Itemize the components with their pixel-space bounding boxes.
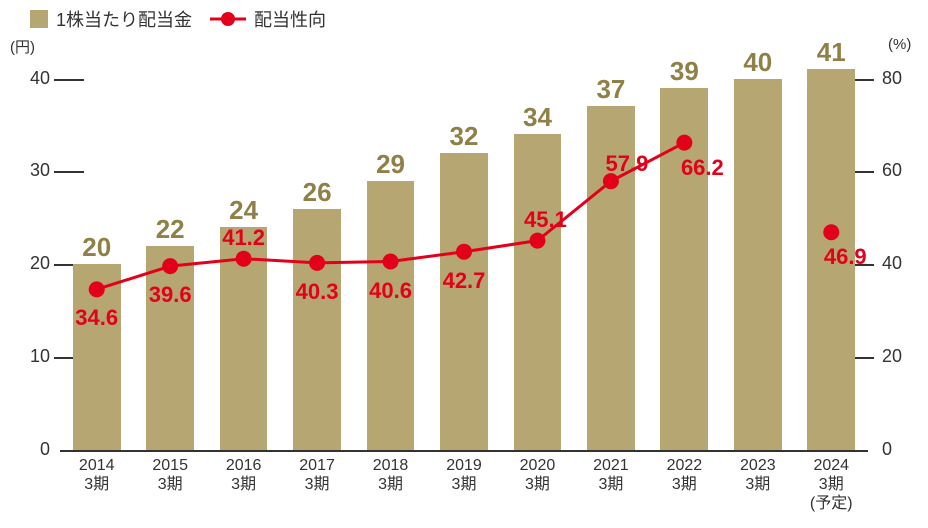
plot-area: 0102030400204060802020143期2220153期242016… <box>60 60 868 450</box>
ytick-left: 40 <box>10 68 50 89</box>
bar <box>440 153 488 450</box>
bar-value-label: 37 <box>596 74 625 105</box>
x-axis-label: 20203期 <box>520 456 556 494</box>
x-axis-label: 20213期 <box>593 456 629 494</box>
legend-line: 配当性向 <box>210 6 326 32</box>
ytick-right: 40 <box>882 253 922 274</box>
line-value-label: 46.9 <box>824 244 867 270</box>
bar <box>660 88 708 450</box>
bar-value-label: 39 <box>670 56 699 87</box>
legend-bar-label: 1株当たり配当金 <box>56 6 192 32</box>
x-axis-label: 20223期 <box>667 456 703 494</box>
bar <box>367 181 415 450</box>
line-value-label: 45.1 <box>524 207 567 233</box>
ytick-left: 0 <box>10 439 50 460</box>
ytick-right: 60 <box>882 160 922 181</box>
ytick-right: 80 <box>882 68 922 89</box>
line-value-label: 42.7 <box>443 268 486 294</box>
line-value-label: 40.3 <box>296 279 339 305</box>
x-axis-label: 20243期(予定) <box>810 456 853 514</box>
line-value-label: 40.6 <box>369 278 412 304</box>
bar <box>514 134 562 450</box>
line-value-label: 57.9 <box>605 151 648 177</box>
bar-value-label: 34 <box>523 102 552 133</box>
legend-bar-swatch <box>30 10 48 28</box>
ytick-right: 0 <box>882 439 922 460</box>
ytick-left: 30 <box>10 160 50 181</box>
bar-value-label: 20 <box>82 232 111 263</box>
bar-value-label: 24 <box>229 195 258 226</box>
x-axis-label: 20233期 <box>740 456 776 494</box>
dividend-chart: 1株当たり配当金 配当性向 (円) (%) 0 10 20 30 40 0 20 40 60 80… <box>0 0 928 528</box>
bar <box>220 227 268 450</box>
x-axis-label: 20173期 <box>299 456 335 494</box>
right-axis-unit: (%) <box>888 36 911 53</box>
bar <box>146 246 194 450</box>
bar <box>293 209 341 450</box>
legend: 1株当たり配当金 配当性向 <box>30 6 326 32</box>
line-value-label: 41.2 <box>222 225 265 251</box>
bar <box>73 264 121 450</box>
line-value-label: 39.6 <box>149 282 192 308</box>
line-value-label: 66.2 <box>681 155 724 181</box>
legend-line-label: 配当性向 <box>254 6 326 32</box>
x-axis-label: 20193期 <box>446 456 482 494</box>
bar-value-label: 22 <box>156 214 185 245</box>
bar-value-label: 29 <box>376 149 405 180</box>
x-axis-label: 20163期 <box>226 456 262 494</box>
bar-value-label: 26 <box>303 177 332 208</box>
left-axis-unit: (円) <box>10 36 35 57</box>
bar-value-label: 41 <box>817 37 846 68</box>
x-axis-label: 20143期 <box>79 456 115 494</box>
x-axis-label: 20183期 <box>373 456 409 494</box>
ytick-left: 20 <box>10 253 50 274</box>
ytick-left: 10 <box>10 346 50 367</box>
legend-bar: 1株当たり配当金 <box>30 6 192 32</box>
bar <box>734 79 782 450</box>
ytick-right: 20 <box>882 346 922 367</box>
x-axis-label: 20153期 <box>152 456 188 494</box>
line-value-label: 34.6 <box>75 305 118 331</box>
legend-line-swatch <box>210 10 246 28</box>
bar-value-label: 32 <box>450 121 479 152</box>
bar-value-label: 40 <box>743 47 772 78</box>
